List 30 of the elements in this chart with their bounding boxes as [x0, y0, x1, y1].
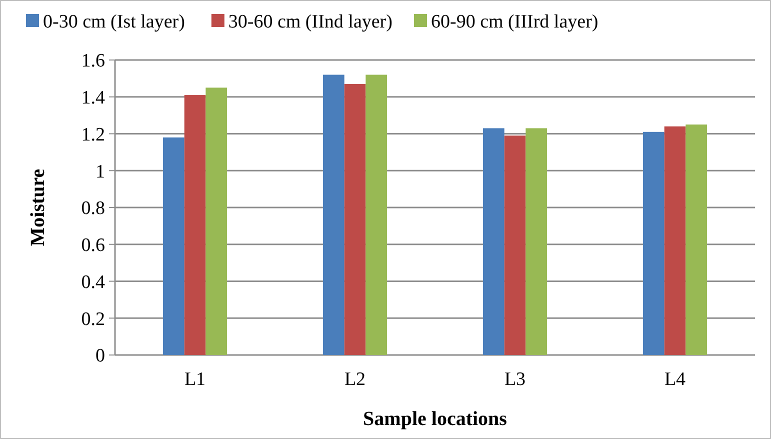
bar	[206, 88, 227, 355]
x-axis-title: Sample locations	[363, 408, 508, 430]
bar	[483, 128, 504, 355]
y-tick-label: 0.2	[81, 308, 105, 330]
bar	[184, 95, 206, 355]
legend-label: 30-60 cm (IInd layer)	[228, 12, 392, 33]
bar	[664, 126, 686, 355]
y-tick-label: 0.8	[81, 198, 105, 220]
bar	[504, 136, 526, 355]
x-tick-label: L3	[504, 369, 526, 390]
y-tick-label: 0.6	[81, 235, 105, 256]
bar	[643, 132, 664, 355]
bar	[323, 74, 344, 355]
legend-label: 0-30 cm (Ist layer)	[43, 12, 185, 33]
y-axis-title: Moisture	[27, 168, 49, 246]
y-tick-label: 1.2	[81, 124, 105, 146]
x-tick-label: L2	[344, 369, 366, 390]
bar	[366, 74, 387, 355]
y-tick-label: 1.6	[81, 50, 105, 72]
y-tick-label: 1.4	[81, 88, 106, 109]
x-tick-label: L1	[184, 369, 206, 390]
bar	[344, 84, 366, 355]
y-tick-label: 1	[96, 161, 105, 182]
bar	[686, 124, 707, 355]
legend-label: 60-90 cm (IIIrd layer)	[431, 12, 598, 33]
y-tick-label: 0.4	[81, 272, 106, 293]
bar	[526, 128, 547, 355]
y-tick-label: 0	[96, 346, 105, 367]
x-tick-label: L4	[664, 369, 686, 390]
bar	[163, 137, 184, 355]
